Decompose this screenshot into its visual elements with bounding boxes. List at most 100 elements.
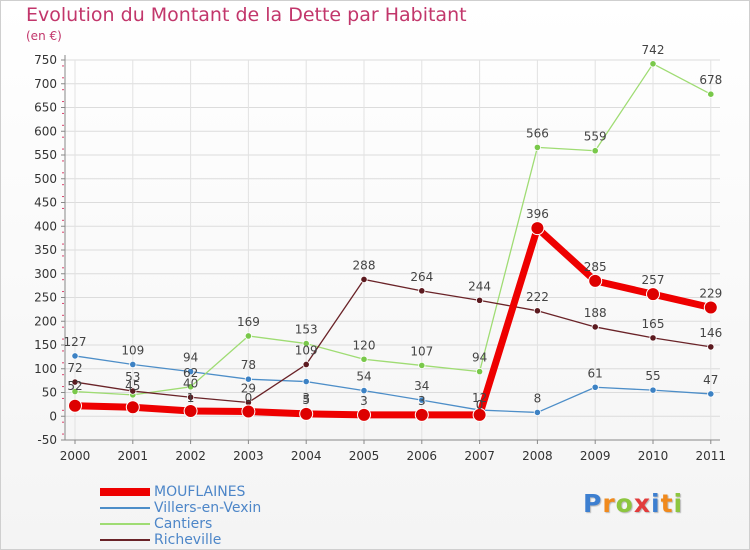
data-label: 45	[125, 379, 140, 393]
data-label: 72	[67, 361, 82, 375]
legend-label: Villers-en-Vexin	[154, 500, 262, 516]
data-point	[183, 404, 198, 419]
x-tick-label: 2003	[233, 449, 264, 463]
y-tick-label: 500	[34, 172, 57, 186]
data-label: 285	[584, 260, 607, 274]
y-tick-label: 650	[34, 101, 57, 115]
data-point	[472, 407, 487, 422]
data-point	[418, 361, 426, 370]
series-line-richeville	[74, 278, 712, 404]
legend-item: Cantiers	[100, 516, 261, 532]
data-point	[649, 386, 657, 394]
data-label: 34	[414, 379, 429, 393]
data-point	[475, 367, 484, 376]
data-point	[418, 396, 426, 404]
data-point	[649, 334, 657, 342]
data-label: 78	[241, 358, 256, 372]
data-label: 94	[472, 351, 487, 365]
data-label: 559	[584, 130, 607, 144]
data-point	[649, 60, 657, 68]
data-label: 127	[64, 335, 87, 349]
series-line-cantiers	[74, 63, 712, 396]
x-tick-label: 2011	[696, 449, 727, 463]
data-point	[187, 393, 195, 401]
series-line-villers-en-vexin	[74, 355, 712, 414]
data-label: 0	[476, 398, 484, 412]
legend-item: Villers-en-Vexin	[100, 500, 261, 516]
series-line-mouflaines	[71, 224, 715, 419]
legend-item: Richeville	[100, 532, 261, 548]
data-label: 146	[699, 326, 722, 340]
legend-label: MOUFLAINES	[154, 484, 246, 500]
data-label: 109	[295, 343, 318, 357]
data-point	[588, 273, 603, 288]
logo-letter: i	[673, 489, 684, 518]
data-label: 229	[699, 286, 722, 300]
data-label: 47	[703, 373, 718, 387]
data-point	[707, 90, 715, 98]
data-point	[71, 352, 79, 360]
data-point	[244, 375, 252, 383]
legend-label: Richeville	[154, 532, 222, 548]
y-tick-label: 750	[34, 53, 57, 67]
data-label: 1	[187, 391, 195, 405]
legend-swatch	[100, 539, 150, 541]
x-tick-label: 2002	[175, 449, 206, 463]
y-tick-label: 450	[34, 196, 57, 210]
data-label: 742	[642, 43, 665, 57]
y-tick-label: -50	[37, 433, 57, 447]
data-label: 0	[245, 391, 253, 405]
data-label: 678	[699, 73, 722, 87]
legend-swatch	[100, 488, 150, 496]
data-point	[533, 307, 542, 315]
data-label: 3	[418, 394, 426, 408]
y-tick-label: 300	[34, 267, 57, 281]
data-label: 54	[356, 370, 371, 384]
data-point	[360, 386, 368, 395]
logo-letter: o	[615, 489, 634, 518]
x-tick-label: 2004	[291, 449, 322, 463]
x-tick-label: 2009	[580, 449, 611, 463]
x-tick-label: 2005	[349, 449, 380, 463]
data-label: 55	[645, 369, 660, 383]
data-point	[299, 406, 314, 421]
y-tick-label: 0	[49, 409, 57, 423]
data-label: 107	[410, 344, 433, 358]
data-label: 94	[183, 351, 198, 365]
data-label: 8	[534, 391, 542, 405]
data-point	[302, 377, 310, 386]
x-tick-label: 2000	[60, 449, 91, 463]
data-point	[591, 323, 599, 331]
data-label: 29	[241, 381, 256, 395]
logo-letter: r	[602, 489, 616, 518]
x-tick-label: 2001	[118, 449, 149, 463]
data-label: 566	[526, 126, 549, 140]
proxiti-logo: Proxiti	[583, 489, 683, 518]
data-point	[533, 143, 542, 151]
data-label: 5	[302, 393, 310, 407]
logo-letter: t	[660, 489, 674, 518]
data-point	[187, 383, 195, 391]
legend-item: MOUFLAINES	[100, 484, 261, 500]
x-tick-label: 2007	[464, 449, 495, 463]
y-tick-label: 400	[34, 219, 57, 233]
y-tick-label: 200	[34, 314, 57, 328]
data-label: 52	[67, 379, 82, 393]
data-point	[302, 339, 310, 348]
data-label: 288	[353, 258, 376, 272]
data-label: 188	[584, 306, 607, 320]
data-point	[703, 300, 718, 315]
data-point	[357, 407, 371, 422]
data-label: 3	[360, 394, 368, 408]
data-point	[187, 367, 195, 376]
data-label: 396	[526, 207, 549, 221]
data-point	[71, 387, 79, 396]
data-label: 120	[353, 338, 376, 352]
data-label: 12	[472, 391, 487, 405]
data-label: 257	[642, 273, 665, 287]
chart-title: Evolution du Montant de la Dette par Hab…	[26, 4, 467, 26]
y-tick-label: 550	[34, 148, 57, 162]
data-point	[646, 287, 660, 302]
logo-letter: i	[651, 489, 661, 518]
